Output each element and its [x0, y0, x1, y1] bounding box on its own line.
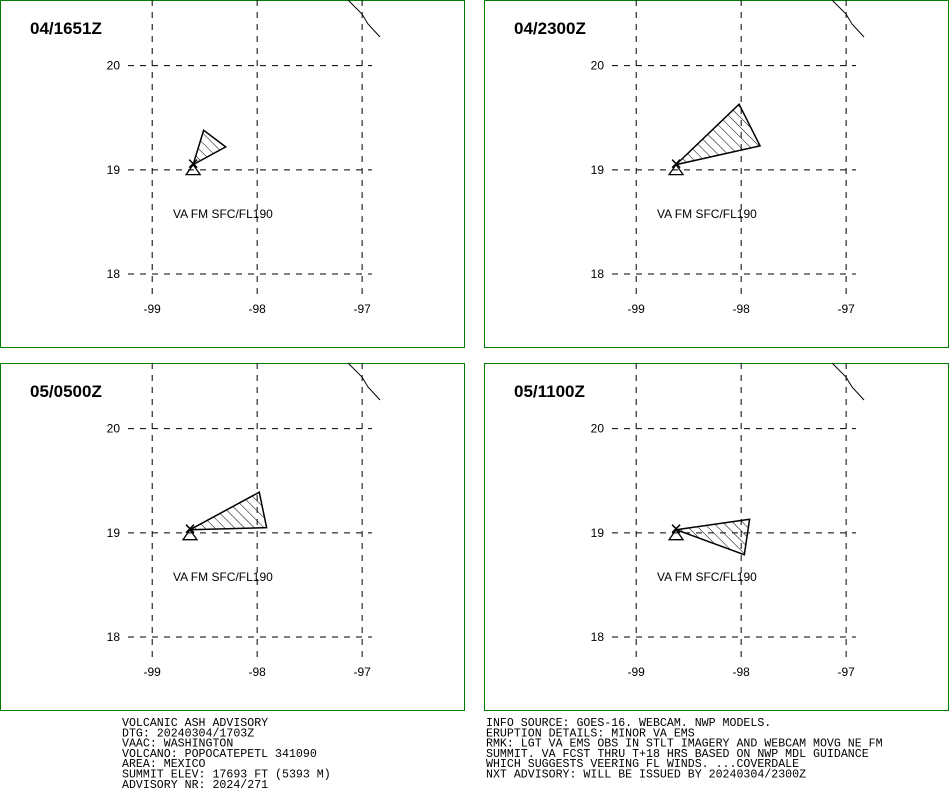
lon-tick-label: -97	[837, 665, 855, 679]
map-panel: -99 -98 -97 20 19 18 05/0500Z VA FM SFC/FL190	[0, 362, 465, 711]
advisory-line: VAAC: WASHINGTON	[122, 738, 233, 751]
lat-tick-label: 20	[591, 59, 605, 73]
panel-time: 05/0500Z	[30, 382, 102, 401]
advisory-line: INFO SOURCE: GOES-16. WEBCAM. NWP MODELS…	[486, 717, 771, 730]
lon-tick-label: -98	[732, 302, 750, 316]
ash-level-label: VA FM SFC/FL190	[657, 207, 757, 221]
lat-tick-label: 19	[591, 163, 605, 177]
lat-tick-label: 18	[107, 267, 121, 281]
advisory-line: VOLCANIC ASH ADVISORY	[122, 717, 268, 730]
eruption-marker	[185, 524, 195, 534]
lat-tick-label: 18	[591, 267, 605, 281]
lat-tick-label: 20	[591, 422, 605, 436]
volcano-marker	[181, 528, 199, 541]
eruption-marker	[671, 159, 681, 169]
advisory-line: SUMMIT. VA FCST THRU T+18 HRS BASED ON N…	[486, 748, 869, 761]
eruption-marker	[188, 159, 198, 169]
ash-level-label: VA FM SFC/FL190	[173, 207, 273, 221]
lon-tick-label: -98	[732, 665, 750, 679]
coastline	[347, 362, 381, 401]
coastline	[831, 362, 865, 401]
lat-tick-label: 18	[107, 630, 121, 644]
advisory-line: ADVISORY NR: 2024/271	[122, 779, 268, 792]
ash-level-label: VA FM SFC/FL190	[657, 570, 757, 584]
volcano-marker	[667, 528, 685, 541]
coastline	[347, 0, 381, 38]
volcano-marker	[184, 163, 202, 176]
ash-cloud	[673, 102, 762, 166]
advisory-line: RMK: LGT VA EMS OBS IN STLT IMAGERY AND …	[486, 738, 883, 751]
eruption-marker	[671, 524, 681, 534]
lat-tick-label: 19	[107, 163, 121, 177]
lon-tick-label: -99	[628, 665, 646, 679]
map-panel: -99 -98 -97 20 19 18 04/2300Z VA FM SFC/FL190	[484, 0, 949, 348]
volcano-marker	[667, 163, 685, 176]
lon-tick-label: -99	[628, 302, 646, 316]
panel-border	[484, 363, 949, 711]
lat-tick-label: 20	[107, 422, 121, 436]
advisory-line: VOLCANO: POPOCATEPETL 341090	[122, 748, 317, 761]
advisory-line: DTG: 20240304/1703Z	[122, 727, 254, 740]
lon-tick-label: -97	[353, 302, 371, 316]
map-panel: -99 -98 -97 20 19 18 05/1100Z VA FM SFC/FL190	[484, 362, 949, 711]
lat-tick-label: 19	[591, 526, 605, 540]
advisory-line: WHICH SUGGESTS VEERING FL WINDS. ...COVE…	[486, 758, 799, 771]
panel-time: 05/1100Z	[514, 382, 585, 401]
advisory-line: NXT ADVISORY: WILL BE ISSUED BY 20240304…	[486, 769, 806, 782]
ash-level-label: VA FM SFC/FL190	[173, 570, 273, 584]
lon-tick-label: -97	[353, 665, 371, 679]
ash-cloud	[189, 491, 268, 531]
lon-tick-label: -97	[837, 302, 855, 316]
lon-tick-label: -98	[248, 665, 266, 679]
advisory-line: AREA: MEXICO	[122, 758, 206, 771]
panel-border	[484, 0, 949, 348]
advisory-line: SUMMIT ELEV: 17693 FT (5393 M)	[122, 769, 331, 782]
coastline	[831, 0, 865, 38]
lat-tick-label: 20	[107, 59, 121, 73]
panel-border	[0, 363, 465, 711]
panel-border	[0, 0, 465, 348]
ash-cloud	[191, 128, 228, 167]
advisory-line: ERUPTION DETAILS: MINOR VA EMS	[486, 727, 695, 740]
panel-time: 04/2300Z	[514, 19, 586, 38]
lon-tick-label: -99	[144, 665, 162, 679]
map-panel: -99 -98 -97 20 19 18 04/1651Z VA FM SFC/FL190	[0, 0, 465, 348]
lat-tick-label: 18	[591, 630, 605, 644]
lat-tick-label: 19	[107, 526, 121, 540]
panel-time: 04/1651Z	[30, 19, 102, 38]
ash-cloud	[675, 518, 751, 556]
lon-tick-label: -99	[144, 302, 162, 316]
lon-tick-label: -98	[248, 302, 266, 316]
